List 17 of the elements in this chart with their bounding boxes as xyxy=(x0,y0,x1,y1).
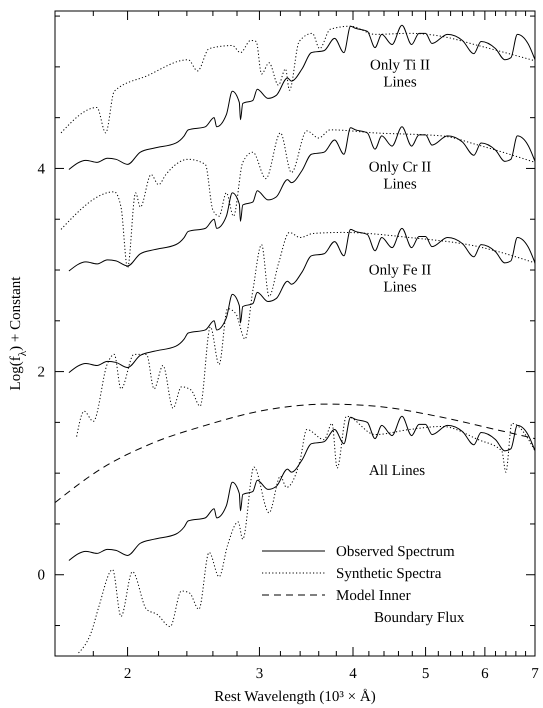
x-tick-label: 7 xyxy=(531,666,540,682)
legend-label: Synthetic Spectra xyxy=(336,566,442,582)
annotation: Only Ti II Lines xyxy=(370,58,430,90)
annotation: Only Fe II Lines xyxy=(368,262,432,296)
annotation: All Lines xyxy=(368,463,426,479)
y-tick-label: 2 xyxy=(38,364,45,381)
y-tick-label: 4 xyxy=(38,161,46,178)
legend-label: Model Inner Boundary Flux xyxy=(336,588,465,626)
x-tick-label: 4 xyxy=(349,666,358,682)
legend-label: Observed Spectrum xyxy=(336,544,456,560)
x-tick-label: 3 xyxy=(256,666,264,682)
x-tick-label: 5 xyxy=(422,666,430,682)
annotation: Only Cr II Lines xyxy=(368,160,432,192)
x-tick-label: 6 xyxy=(481,666,490,682)
x-axis-title: Rest Wavelength (10³ × Å) xyxy=(214,688,376,705)
y-tick-label: 0 xyxy=(38,568,45,584)
x-tick-label: 2 xyxy=(124,666,132,682)
